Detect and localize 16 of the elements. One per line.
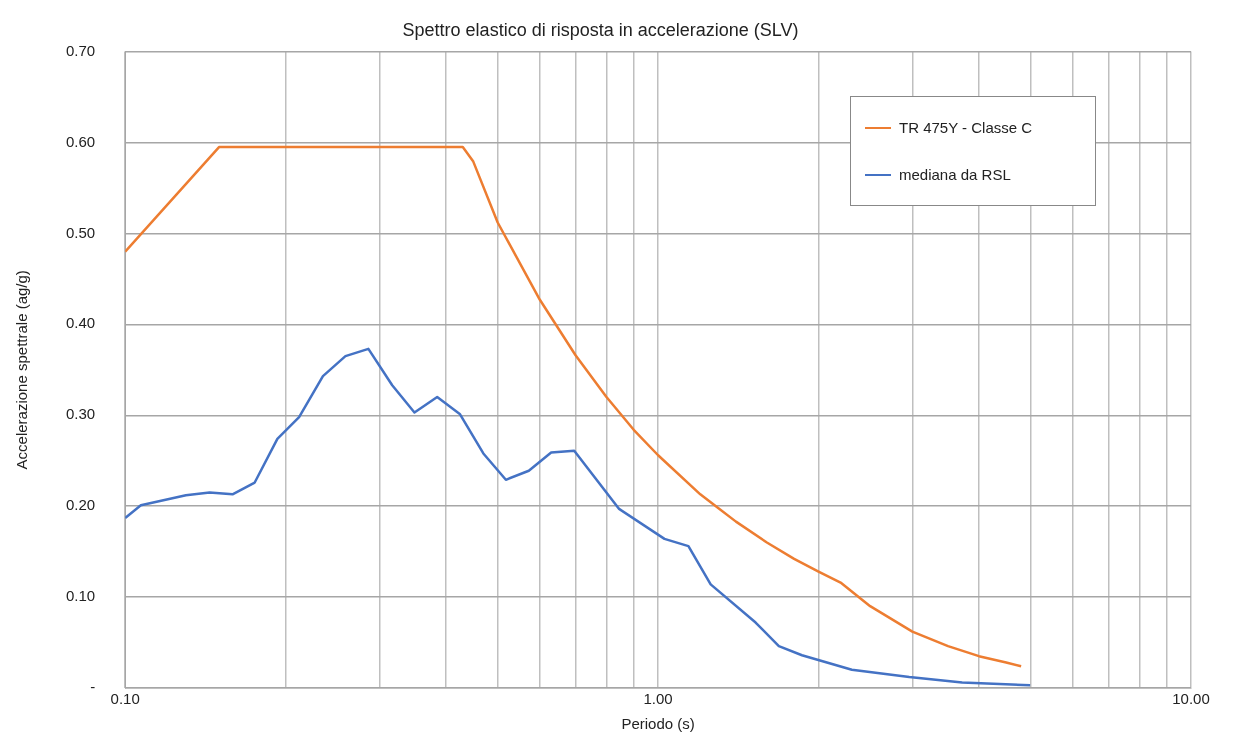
y-tick-label: 0.20 (65, 496, 96, 514)
y-tick-label: - (90, 678, 96, 696)
x-tick-label: 10.00 (1172, 690, 1210, 708)
legend-label: mediana da RSL (899, 166, 1011, 183)
y-tick-label: 0.40 (65, 314, 96, 332)
y-tick-label: 0.50 (65, 223, 96, 241)
legend-label: TR 475Y - Classe C (899, 119, 1033, 136)
y-axis-title: Accelerazione spettrale (ag/g) (13, 270, 31, 470)
x-tick-label: 1.00 (643, 690, 673, 708)
y-tick-label: 0.70 (65, 41, 96, 59)
y-tick-label: 0.30 (65, 405, 96, 423)
x-axis-title: Periodo (s) (621, 715, 695, 733)
chart-title: Spettro elastico di risposta in accelerazione (SLV) (402, 19, 799, 40)
y-tick-label: 0.60 (65, 132, 96, 150)
y-tick-label: 0.10 (65, 587, 96, 605)
x-tick-label: 0.10 (110, 690, 140, 708)
